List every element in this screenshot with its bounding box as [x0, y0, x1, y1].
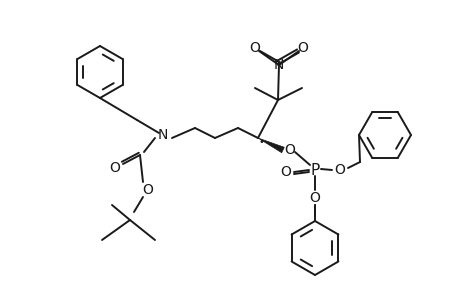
Polygon shape — [257, 138, 284, 153]
Text: P: P — [310, 163, 319, 178]
Text: •: • — [257, 137, 263, 147]
Text: N: N — [273, 58, 284, 72]
Text: O: O — [334, 163, 345, 177]
Text: O: O — [280, 165, 291, 179]
Text: O: O — [249, 41, 260, 55]
Text: N: N — [157, 128, 168, 142]
Text: O: O — [284, 143, 295, 157]
Text: O: O — [297, 41, 308, 55]
Text: O: O — [309, 191, 320, 205]
Text: O: O — [109, 161, 120, 175]
Text: O: O — [142, 183, 153, 197]
